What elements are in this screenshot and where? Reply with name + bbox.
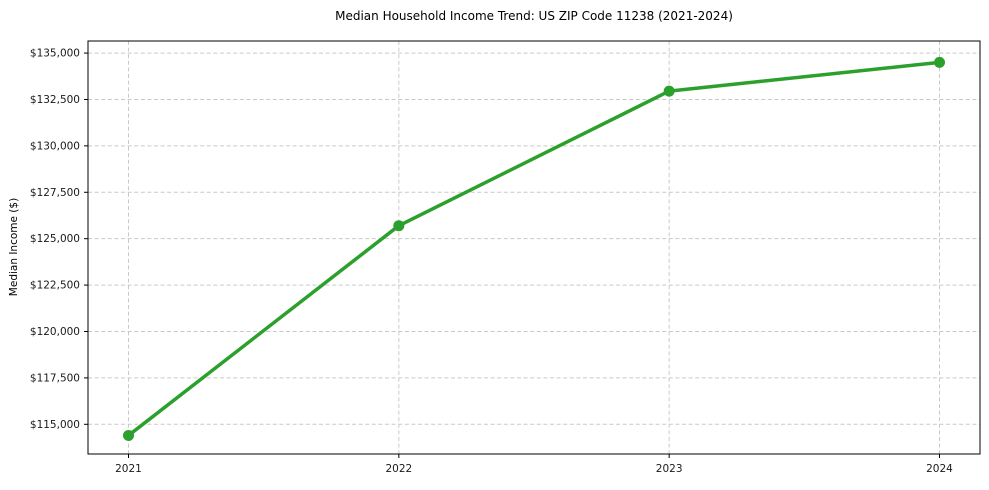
- y-tick-label: $135,000: [30, 48, 80, 60]
- x-tick-label: 2024: [926, 463, 953, 475]
- data-point: [393, 220, 405, 232]
- y-tick-label: $127,500: [30, 187, 80, 199]
- y-tick-label: $132,500: [30, 94, 80, 106]
- y-tick-label: $117,500: [30, 372, 80, 384]
- y-tick-label: $115,000: [30, 419, 80, 431]
- x-tick-label: 2022: [385, 463, 412, 475]
- plot-border: [87, 40, 981, 455]
- x-tick-label: 2023: [656, 463, 683, 475]
- y-tick-label: $120,000: [30, 326, 80, 338]
- y-tick-label: $125,000: [30, 233, 80, 245]
- income-trend-line: [126, 60, 942, 438]
- data-point: [663, 85, 675, 97]
- data-point: [934, 56, 945, 68]
- y-tick-label: $122,500: [30, 280, 80, 292]
- chart-title: Median Household Income Trend: US ZIP Co…: [335, 9, 733, 23]
- y-tick-label: $130,000: [30, 140, 80, 152]
- data-point: [123, 429, 134, 441]
- x-tick-label: 2021: [115, 463, 142, 475]
